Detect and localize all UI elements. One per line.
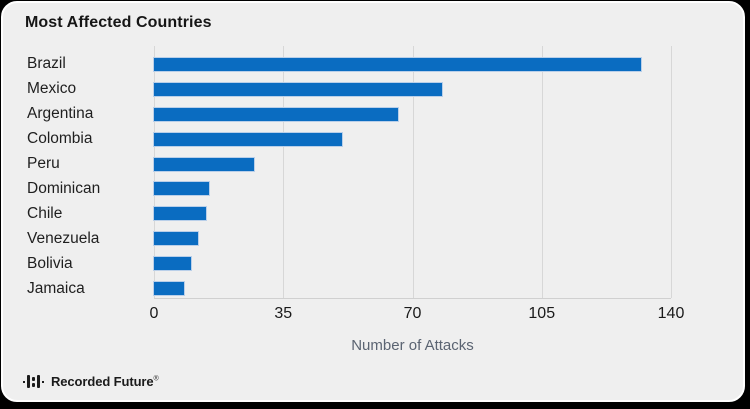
- bar-dominican: [154, 182, 210, 196]
- chart-row: Chile: [27, 201, 671, 226]
- bar-brazil: [154, 57, 642, 71]
- category-label: Dominican: [27, 179, 101, 197]
- category-label: Peru: [27, 155, 60, 173]
- bar-track: [154, 207, 671, 221]
- category-label: Venezuela: [27, 229, 100, 247]
- gridline: [283, 46, 285, 298]
- chart-row: Venezuela: [27, 226, 671, 251]
- category-label: Colombia: [27, 130, 93, 148]
- chart-row: Dominican: [27, 177, 671, 202]
- bar-mexico: [154, 82, 443, 96]
- category-label: Argentina: [27, 105, 94, 123]
- chart-row: Mexico: [27, 77, 671, 102]
- category-label: Bolivia: [27, 254, 73, 272]
- bar-argentina: [154, 107, 398, 121]
- x-tick-label: 35: [274, 305, 293, 322]
- chart-row: Peru: [27, 152, 671, 177]
- bar-track: [154, 257, 671, 271]
- chart-rows: Brazil Mexico Argentina Colombia Peru Dominic…: [27, 52, 671, 301]
- bar-track: [154, 282, 671, 296]
- footer: Recorded Future®: [21, 374, 159, 389]
- bar-track: [154, 182, 671, 196]
- gridline: [671, 46, 672, 298]
- bar-peru: [154, 157, 254, 171]
- category-label: Chile: [27, 204, 63, 222]
- gridline: [412, 46, 414, 298]
- chart-card: Most Affected Countries Brazil Mexico Arge…: [1, 1, 745, 402]
- x-tick-label: 105: [528, 305, 556, 322]
- chart-row: Colombia: [27, 127, 671, 152]
- brand-name: Recorded Future®: [51, 374, 159, 389]
- x-axis-ticks: 0 35 70 105 140: [150, 305, 685, 325]
- x-tick-label: 0: [149, 305, 159, 322]
- category-label: Brazil: [27, 55, 66, 73]
- bar-chile: [154, 207, 206, 221]
- bar-venezuela: [154, 232, 199, 246]
- x-axis-title: Number of Attacks: [351, 337, 474, 354]
- x-tick-label: 140: [657, 305, 685, 322]
- chart-row: Argentina: [27, 102, 671, 127]
- recorded-future-logo-icon: [21, 375, 46, 388]
- x-tick-label: 70: [403, 305, 422, 322]
- bar-bolivia: [154, 257, 191, 271]
- chart-row: Jamaica: [27, 276, 671, 301]
- registered-trademark: ®: [153, 375, 159, 383]
- bar-track: [154, 157, 671, 171]
- category-label: Mexico: [27, 80, 77, 98]
- chart-title: Most Affected Countries: [25, 14, 212, 31]
- gridline: [154, 46, 155, 298]
- bar-jamaica: [154, 282, 184, 296]
- bar-track: [154, 107, 671, 121]
- bar-track: [154, 82, 671, 96]
- chart-row: Bolivia: [27, 251, 671, 276]
- bar-colombia: [154, 132, 343, 146]
- grid-overlay: [154, 46, 672, 299]
- bar-track: [154, 57, 671, 71]
- gridline: [541, 46, 543, 298]
- bar-track: [154, 132, 671, 146]
- chart-row: Brazil: [27, 52, 671, 77]
- category-label: Jamaica: [27, 279, 85, 297]
- bar-track: [154, 232, 671, 246]
